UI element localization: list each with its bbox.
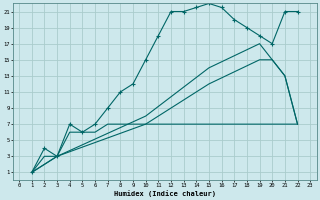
X-axis label: Humidex (Indice chaleur): Humidex (Indice chaleur) (114, 190, 216, 197)
